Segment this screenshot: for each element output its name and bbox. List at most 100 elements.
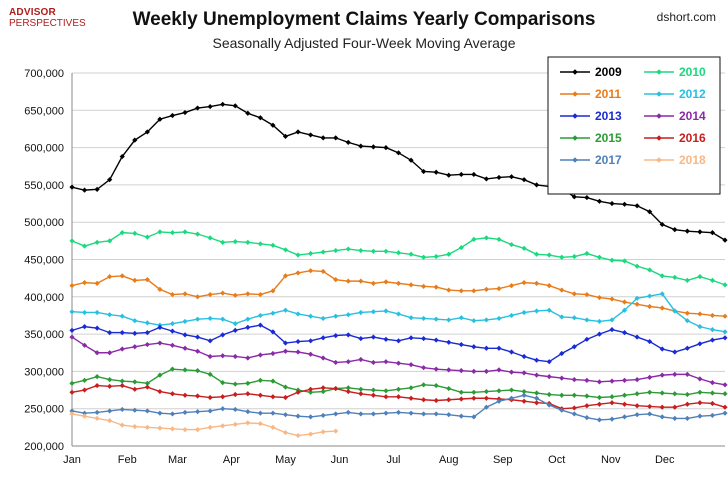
data-point bbox=[596, 379, 603, 385]
data-point bbox=[282, 412, 289, 418]
data-point bbox=[483, 368, 490, 374]
data-point bbox=[483, 235, 490, 241]
data-point bbox=[634, 301, 640, 307]
data-point bbox=[634, 403, 640, 409]
data-point bbox=[672, 349, 678, 355]
series-line bbox=[71, 413, 336, 437]
data-point bbox=[395, 360, 402, 366]
data-point bbox=[245, 110, 251, 116]
data-point bbox=[232, 292, 238, 298]
data-point bbox=[508, 312, 515, 319]
data-point bbox=[496, 236, 502, 242]
data-point bbox=[383, 336, 389, 342]
data-point bbox=[697, 229, 703, 235]
data-point bbox=[684, 345, 690, 351]
data-point bbox=[722, 237, 728, 243]
data-point bbox=[609, 378, 615, 384]
data-point bbox=[232, 353, 238, 360]
data-point bbox=[621, 201, 628, 207]
data-point bbox=[546, 402, 552, 408]
data-point bbox=[358, 143, 364, 149]
data-point bbox=[207, 424, 213, 430]
data-point bbox=[69, 238, 75, 244]
data-point bbox=[194, 409, 201, 415]
data-point bbox=[421, 411, 427, 417]
data-point bbox=[358, 278, 364, 284]
data-point bbox=[107, 312, 113, 318]
data-point bbox=[169, 391, 176, 397]
data-point bbox=[320, 249, 326, 255]
data-point bbox=[232, 391, 238, 398]
data-point bbox=[370, 334, 376, 340]
data-point bbox=[194, 294, 201, 300]
legend-swatch-marker bbox=[572, 135, 578, 141]
data-point bbox=[194, 348, 201, 354]
data-point bbox=[446, 412, 452, 418]
data-point bbox=[94, 239, 100, 245]
data-point bbox=[521, 177, 527, 183]
data-point bbox=[69, 309, 75, 315]
legend-label: 2009 bbox=[595, 65, 622, 79]
data-point bbox=[496, 367, 502, 373]
data-point bbox=[144, 129, 150, 135]
data-point bbox=[132, 137, 138, 143]
data-point bbox=[672, 404, 678, 410]
data-point bbox=[596, 254, 603, 260]
data-point bbox=[257, 377, 263, 383]
data-point bbox=[270, 288, 276, 294]
data-point bbox=[220, 332, 226, 338]
data-point bbox=[634, 391, 640, 397]
data-point bbox=[496, 315, 502, 322]
series-line bbox=[71, 231, 726, 286]
data-point bbox=[571, 253, 577, 260]
data-point bbox=[132, 407, 138, 413]
data-point bbox=[270, 242, 276, 248]
data-point bbox=[446, 172, 452, 178]
data-point bbox=[270, 329, 276, 335]
data-point bbox=[521, 370, 527, 376]
data-point bbox=[157, 388, 163, 395]
legend-label: 2014 bbox=[679, 109, 706, 123]
data-point bbox=[722, 382, 728, 388]
y-tick-label: 350,000 bbox=[24, 329, 64, 341]
data-point bbox=[684, 277, 690, 283]
data-point bbox=[245, 380, 251, 386]
data-point bbox=[408, 362, 414, 368]
data-point bbox=[697, 274, 703, 280]
data-point bbox=[220, 394, 226, 400]
data-point bbox=[659, 414, 665, 420]
data-point bbox=[307, 389, 314, 395]
data-point bbox=[546, 283, 552, 289]
data-point bbox=[81, 413, 88, 419]
data-point bbox=[471, 318, 477, 324]
data-point bbox=[571, 377, 577, 383]
data-point bbox=[345, 409, 351, 416]
data-point bbox=[358, 391, 364, 397]
data-point bbox=[333, 359, 339, 366]
data-point bbox=[408, 157, 414, 163]
data-point bbox=[182, 345, 188, 351]
data-point bbox=[508, 387, 515, 393]
data-point bbox=[182, 291, 188, 297]
data-point bbox=[697, 376, 703, 382]
data-point bbox=[358, 356, 364, 363]
data-point bbox=[245, 355, 251, 361]
data-point bbox=[534, 390, 540, 396]
series-2018 bbox=[69, 411, 339, 439]
data-point bbox=[584, 250, 590, 257]
legend-entry: 2012 bbox=[644, 87, 706, 101]
legend-swatch-marker bbox=[656, 91, 662, 97]
data-point bbox=[609, 416, 615, 422]
series-2017 bbox=[69, 392, 728, 423]
data-point bbox=[194, 393, 201, 399]
legend-swatch-marker bbox=[572, 113, 578, 119]
data-point bbox=[270, 394, 276, 400]
data-point bbox=[257, 421, 263, 427]
y-tick-label: 650,000 bbox=[24, 105, 64, 117]
data-point bbox=[584, 317, 590, 323]
data-point bbox=[571, 411, 577, 417]
data-point bbox=[709, 390, 716, 396]
data-point bbox=[697, 341, 703, 347]
data-point bbox=[672, 227, 678, 233]
data-point bbox=[672, 308, 678, 314]
